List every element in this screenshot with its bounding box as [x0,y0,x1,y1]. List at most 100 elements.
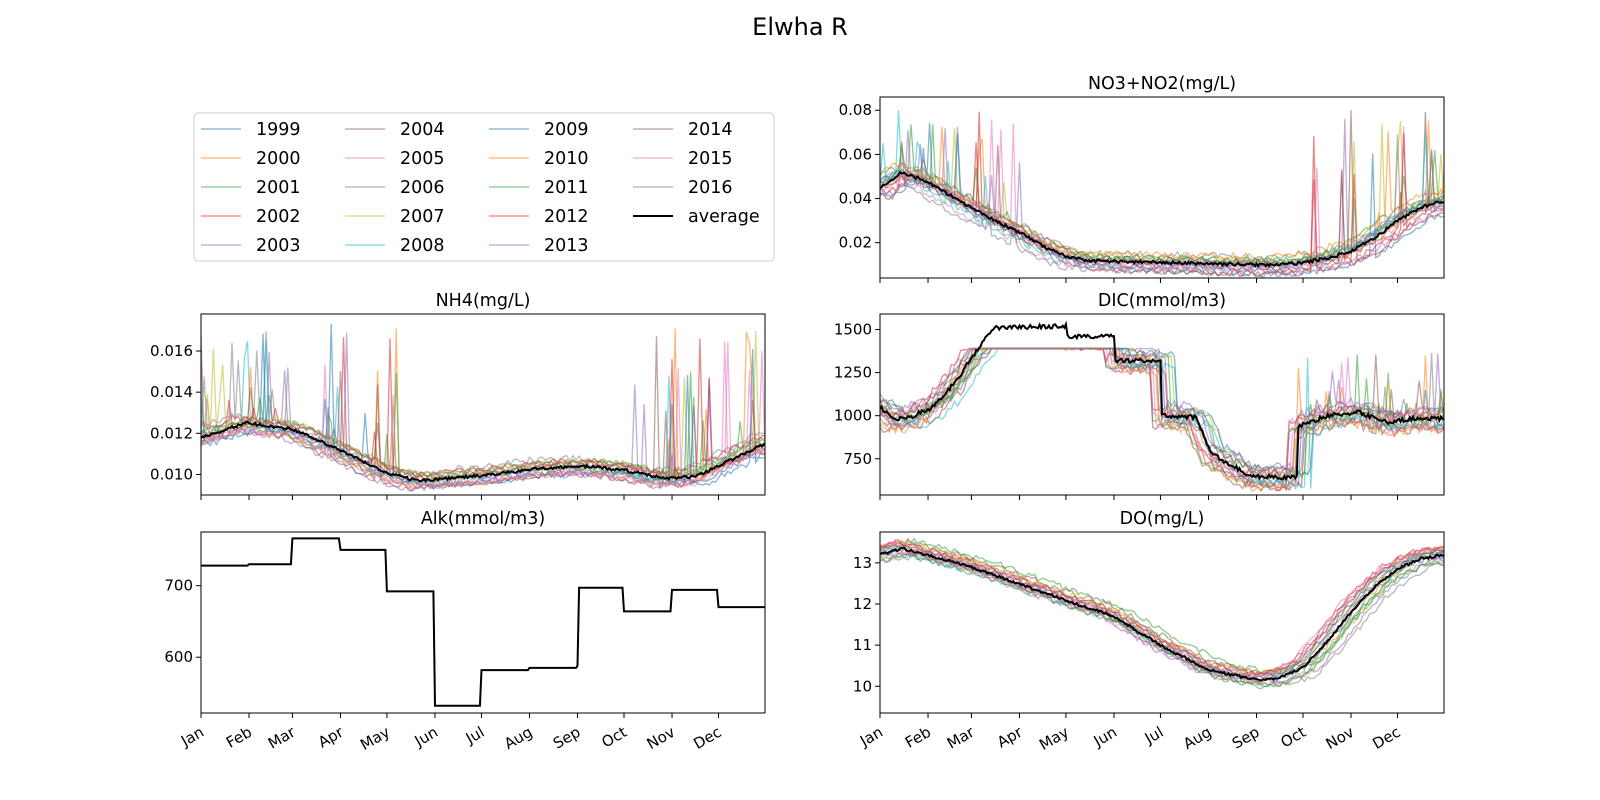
x-tick-label: Jul [1141,723,1167,748]
x-tick-label: Dec [1369,723,1403,753]
series-line-2009 [880,133,1444,268]
panel-middle-left: NH4(mg/L) 0.010 0.012 0.014 0.016 [150,291,766,500]
series-line-2012 [880,132,1444,274]
series-line-2002 [880,540,1444,677]
legend-label: 2008 [400,236,445,256]
series-group [880,320,1444,493]
series-line-average [880,546,1444,682]
series-group [201,323,765,492]
series-line-2015 [201,341,765,491]
y-tick-label: 10 [853,677,872,695]
series-line-2011 [880,124,1444,265]
x-tick-label: May [1036,723,1072,754]
x-tick-label: Oct [1278,723,1310,752]
y-tick-label: 1500 [834,321,872,339]
x-tick-label: Nov [644,723,678,753]
x-tick-label: Mar [265,722,299,752]
x-tick-label: Jun [1090,723,1120,751]
x-tick-label: May [357,723,393,754]
legend-label: 2005 [400,149,445,169]
panel-bottom-left: Alk(mmol/m3) 600 700 Jan Feb Mar Apr May Jun Jul A… [164,509,766,754]
series-line-average [201,420,765,484]
series-line-2008 [880,553,1444,688]
y-tick-label: 0.06 [839,145,872,163]
x-tick-label: Aug [501,723,535,753]
legend-label: 2012 [544,207,589,227]
x-tick-label: Jan [177,723,207,751]
legend-box [193,112,775,262]
series-line-2004 [880,537,1444,676]
axes-frame [200,531,766,714]
series-line-average [201,537,765,707]
y-tick-label: 0.04 [839,190,872,208]
legend-label: 2010 [544,149,589,169]
series-line-2013 [201,332,765,485]
legend-label: 2006 [400,178,445,198]
y-tick-label: 11 [853,636,872,654]
x-tick-label: Sep [1229,723,1262,753]
y-tick-label: 13 [853,554,872,572]
legend-label: 2011 [544,178,589,198]
legend: 1999 2000 2001 2002 2003 2004 2005 2006 2007 2008… [193,112,775,262]
series-group [880,537,1444,690]
x-tick-label: Nov [1323,723,1357,753]
x-tick-label: Feb [902,723,934,752]
y-tick-label: 12 [853,595,872,613]
panel-title: DO(mg/L) [1120,509,1205,529]
panel-title: NO3+NO2(mg/L) [1088,74,1236,94]
axes-frame [879,531,1445,714]
x-tick-label: Dec [690,723,724,753]
x-tick-label: Jun [411,723,441,751]
y-tick-label: 700 [164,577,193,595]
legend-label: 2009 [544,120,589,140]
legend-label: 2014 [688,120,733,140]
panel-title: Alk(mmol/m3) [421,509,545,529]
series-line-2006 [880,126,1444,261]
series-line-2011 [201,372,765,484]
legend-label: 2013 [544,236,589,256]
series-line-2009 [880,347,1444,477]
y-tick-label: 0.016 [150,342,193,360]
panel-bottom-right: DO(mg/L) 10 11 12 13 Jan Feb Mar Apr May Jun Jul Aug… [853,509,1445,754]
axes-frame [200,313,766,496]
x-tick-label: Aug [1180,723,1214,753]
series-line-2016 [201,342,765,478]
panel-top-right: NO3+NO2(mg/L) 0.02 0.04 0.06 0.08 [839,74,1445,283]
panel-title: DIC(mmol/m3) [1098,291,1226,311]
series-line-2009 [201,323,765,490]
series-line-2011 [880,553,1444,690]
legend-label: 2002 [256,207,301,227]
y-tick-label: 0.08 [839,101,872,119]
y-tick-label: 0.012 [150,424,193,442]
y-tick-label: 0.010 [150,465,193,483]
legend-label: 2007 [400,207,445,227]
series-line-2016 [880,552,1444,688]
y-tick-label: 750 [843,450,872,468]
panel-title: NH4(mg/L) [436,291,531,311]
series-group [201,537,765,707]
legend-label: 2000 [256,149,301,169]
legend-label: 2001 [256,178,301,198]
legend-label: 2003 [256,236,301,256]
x-tick-label: Feb [223,723,255,752]
series-line-2012 [880,539,1444,677]
figure-title: Elwha R [752,13,848,41]
x-tick-label: Mar [944,722,978,752]
x-tick-label: Sep [550,723,583,753]
legend-label: average [688,207,760,227]
legend-label: 2015 [688,149,733,169]
series-line-average [880,320,1444,482]
x-tick-label: Apr [315,722,347,751]
series-line-2013 [880,548,1444,685]
x-tick-label: Jul [462,723,488,748]
series-line-2016 [880,347,1444,486]
series-line-2013 [880,130,1444,275]
panel-middle-right: DIC(mmol/m3) 750 1000 1250 1500 [834,291,1445,500]
series-line-average [880,170,1444,268]
legend-label: 2004 [400,120,445,140]
legend-label: 2016 [688,178,733,198]
x-tick-label: Apr [994,722,1026,751]
y-tick-label: 1250 [834,364,872,382]
y-tick-label: 1000 [834,407,872,425]
